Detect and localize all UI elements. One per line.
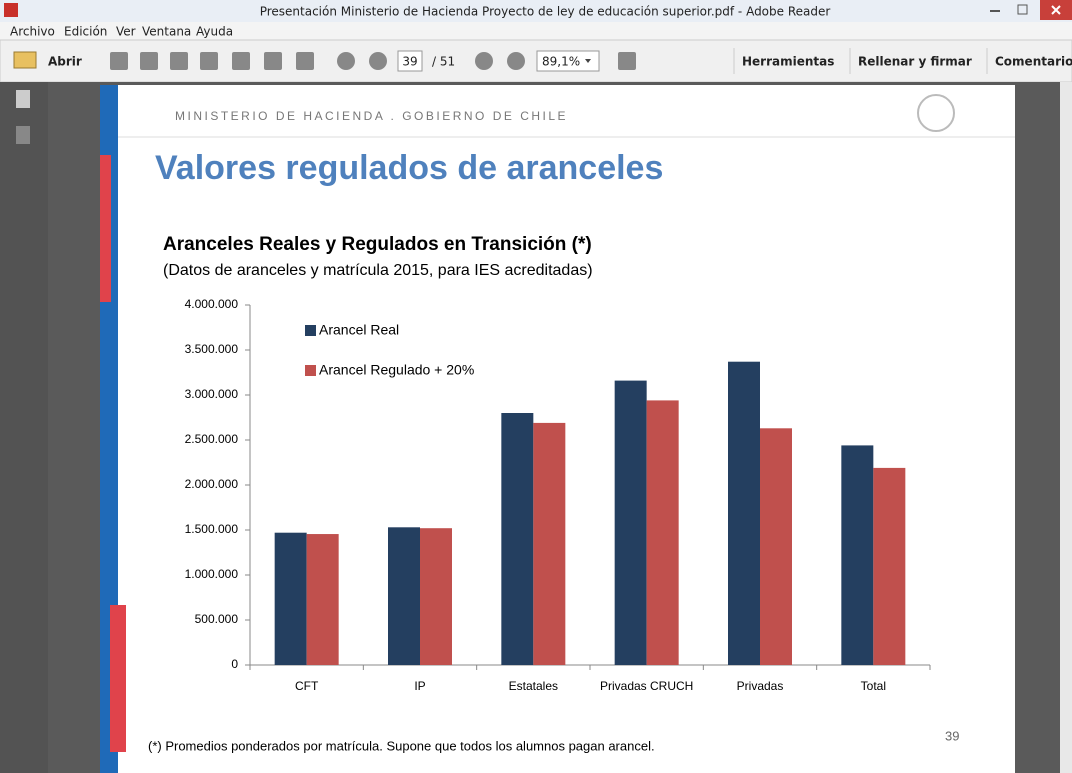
- minimize[interactable]: [990, 10, 1000, 12]
- x-tick-label: CFT: [295, 679, 319, 693]
- y-tick-label: 500.000: [195, 612, 239, 626]
- menu-item[interactable]: Archivo: [10, 25, 55, 39]
- app-icon: [4, 3, 18, 17]
- scrollbar[interactable]: [1060, 82, 1072, 773]
- slide-stripe-accent: [100, 155, 111, 302]
- bar: [760, 428, 792, 665]
- x-tick-label: Total: [861, 679, 886, 693]
- page-number-input[interactable]: 39: [402, 55, 417, 69]
- tool-tab[interactable]: Comentario: [995, 55, 1072, 69]
- slide-title: Valores regulados de aranceles: [155, 149, 663, 187]
- bar: [275, 533, 307, 665]
- bar: [501, 413, 533, 665]
- legend-swatch: [305, 325, 316, 336]
- y-tick-label: 1.000.000: [185, 567, 239, 581]
- menu-item[interactable]: Ver: [116, 25, 136, 39]
- open-button[interactable]: Abrir: [48, 55, 82, 69]
- tool-tab[interactable]: Rellenar y firmar: [858, 55, 972, 69]
- legend-label: Arancel Regulado + 20%: [319, 362, 474, 378]
- pages-icon[interactable]: [16, 90, 30, 108]
- menu-item[interactable]: Ventana: [142, 25, 191, 39]
- y-tick-label: 3.500.000: [185, 342, 239, 356]
- bar: [728, 362, 760, 665]
- bar: [647, 400, 679, 665]
- bar: [615, 381, 647, 665]
- slide-page-number: 39: [945, 728, 959, 743]
- menu-item[interactable]: Edición: [64, 25, 107, 39]
- tool-tab[interactable]: Herramientas: [742, 55, 834, 69]
- legend-label: Arancel Real: [319, 322, 399, 338]
- footnote: (*) Promedios ponderados por matrícula. …: [148, 738, 655, 753]
- x-tick-label: Privadas: [737, 679, 784, 693]
- bar: [841, 445, 873, 665]
- bar: [873, 468, 905, 665]
- zoom-value[interactable]: 89,1%: [542, 55, 580, 69]
- legend-swatch: [305, 365, 316, 376]
- bar: [307, 534, 339, 665]
- y-tick-label: 0: [231, 657, 238, 671]
- y-tick-label: 4.000.000: [185, 297, 239, 311]
- menu-item[interactable]: Ayuda: [196, 25, 233, 39]
- open-icon[interactable]: [14, 52, 36, 68]
- chart-subtitle: (Datos de aranceles y matrícula 2015, pa…: [163, 262, 593, 279]
- reader-window: Presentación Ministerio de Hacienda Proy…: [0, 0, 1072, 773]
- attachments-icon[interactable]: [16, 126, 30, 144]
- bar: [420, 528, 452, 665]
- side-pane: [0, 82, 48, 773]
- chart-title: Aranceles Reales y Regulados en Transici…: [163, 234, 592, 255]
- slide-header: MINISTERIO DE HACIENDA . GOBIERNO DE CHI…: [175, 109, 568, 123]
- y-tick-label: 2.500.000: [185, 432, 239, 446]
- y-tick-label: 3.000.000: [185, 387, 239, 401]
- x-tick-label: Privadas CRUCH: [600, 679, 693, 693]
- x-tick-label: Estatales: [509, 679, 558, 693]
- page-total: / 51: [432, 55, 455, 69]
- bar: [533, 423, 565, 665]
- window-title: Presentación Ministerio de Hacienda Proy…: [260, 5, 831, 19]
- slide-stripe-accent: [110, 605, 126, 752]
- y-tick-label: 2.000.000: [185, 477, 239, 491]
- bar: [388, 527, 420, 665]
- y-tick-label: 1.500.000: [185, 522, 239, 536]
- x-tick-label: IP: [414, 679, 425, 693]
